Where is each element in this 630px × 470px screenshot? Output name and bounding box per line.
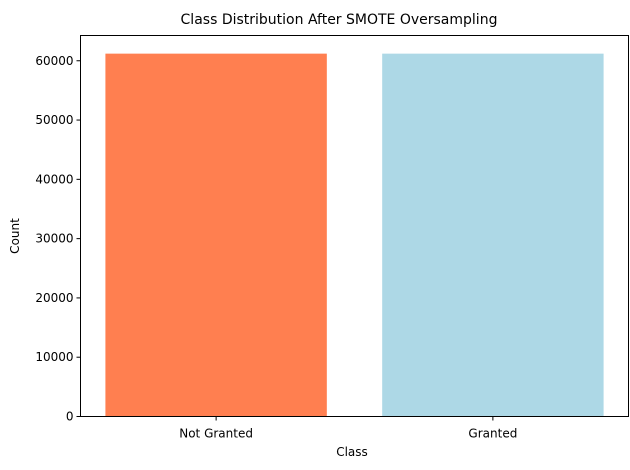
- bars-group: [105, 53, 604, 417]
- y-tick-label: 50000: [35, 113, 73, 127]
- y-tick-label: 20000: [35, 291, 73, 305]
- x-tick-label: Granted: [468, 427, 517, 441]
- y-tick-label: 10000: [35, 350, 73, 364]
- chart-title: Class Distribution After SMOTE Oversampl…: [181, 12, 498, 28]
- y-axis-label: Count: [8, 218, 22, 254]
- x-axis-label: Class: [336, 445, 368, 459]
- bar-granted: [382, 53, 604, 417]
- y-tick-label: 40000: [35, 172, 73, 186]
- x-tick-label: Not Granted: [179, 427, 253, 441]
- bar-not-granted: [105, 53, 327, 417]
- y-axis-ticks: 0 10000 20000 30000 40000 50000 60000: [35, 54, 81, 424]
- x-axis-ticks: Not Granted Granted: [179, 416, 517, 441]
- plot-frame: [80, 35, 629, 417]
- y-tick-label: 30000: [35, 232, 73, 246]
- y-tick-label: 60000: [35, 54, 73, 68]
- y-tick-label: 0: [66, 410, 74, 424]
